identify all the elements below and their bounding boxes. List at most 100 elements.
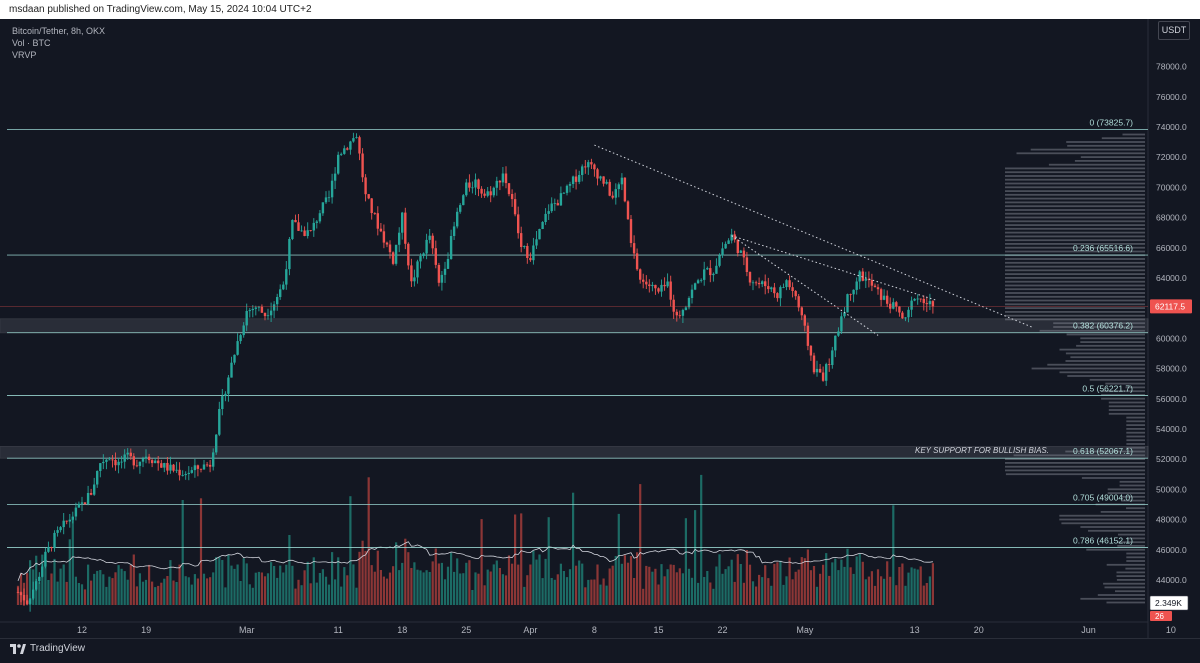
profile-row (1101, 390, 1145, 393)
profile-row (1104, 586, 1145, 589)
candle-body (80, 502, 84, 504)
candle-body (83, 502, 87, 504)
currency-button[interactable]: USDT (1158, 21, 1190, 40)
fib-label: 0.618 (52067.1) (1073, 446, 1133, 456)
fib-label: 0.5 (56221.7) (1082, 384, 1133, 394)
volume-bar (135, 586, 138, 605)
candle-body (468, 182, 471, 188)
tradingview-icon (10, 643, 26, 654)
volume-bar (837, 570, 840, 605)
candle-body (126, 452, 129, 455)
candle-body (806, 325, 810, 346)
candle-body (175, 469, 178, 471)
candle-body (160, 463, 163, 468)
profile-row (1005, 175, 1145, 177)
candle-body (904, 317, 907, 319)
volume-bar (270, 562, 273, 605)
volume-bar (193, 574, 196, 605)
candle-body (236, 341, 239, 355)
candle-body (77, 503, 81, 508)
candle-body (639, 269, 642, 280)
volume-bar (532, 550, 535, 605)
tradingview-logo[interactable]: TradingView (10, 643, 85, 654)
volume-bar (163, 578, 166, 605)
profile-row (1119, 484, 1145, 487)
volume-bar (703, 577, 706, 605)
volume-bar (349, 496, 352, 605)
candle-body (163, 463, 166, 468)
candle-body (150, 460, 154, 464)
profile-row (1059, 371, 1145, 374)
candle-body (190, 470, 193, 473)
volume-bar (636, 552, 639, 605)
candle-body (809, 345, 813, 356)
volume-bar (559, 563, 562, 605)
candle-body (538, 229, 541, 240)
candle-body (754, 282, 758, 284)
volume-bar (315, 582, 318, 605)
candle-body (632, 243, 636, 254)
volume-bar (498, 568, 501, 605)
volume-bar (614, 556, 617, 605)
candle-body (803, 315, 806, 326)
candle-body (492, 187, 495, 196)
candle-body (590, 162, 593, 165)
volume-bar (666, 569, 669, 605)
volume-bar (282, 572, 285, 605)
candle-body (736, 239, 739, 253)
volume-bar (809, 570, 812, 605)
candle-body (614, 189, 617, 198)
candle-body (858, 271, 861, 282)
volume-bar (431, 561, 434, 605)
volume-bar (346, 575, 349, 605)
candle-body (690, 289, 694, 298)
volume-bar (584, 587, 587, 605)
volume-bar (654, 568, 657, 605)
candle-body (498, 180, 502, 183)
candle-body (337, 154, 340, 174)
candle-body (526, 246, 529, 258)
symbol-label[interactable]: Bitcoin/Tether, 8h, OKX (12, 26, 106, 36)
candle-body (715, 265, 718, 274)
candle-body (135, 465, 139, 467)
volume-bar (117, 565, 120, 605)
candle-body (266, 315, 270, 317)
candle-body (93, 484, 96, 495)
candle-body (761, 281, 764, 285)
volume-bar (617, 513, 620, 605)
candle-body (263, 312, 267, 317)
profile-row (1005, 462, 1145, 464)
volume-bar (514, 514, 517, 605)
candle-body (71, 516, 74, 520)
volume-indicator-label[interactable]: Vol · BTC (12, 38, 51, 48)
profile-row (1080, 597, 1145, 600)
candle-body (279, 289, 282, 297)
candle-body (706, 268, 709, 270)
volume-bar (138, 573, 141, 605)
candle-body (703, 269, 706, 280)
volume-bar (419, 570, 422, 605)
candle-body (657, 288, 660, 292)
volume-bar (382, 576, 385, 605)
volume-bar (227, 554, 230, 605)
candle-body (574, 176, 578, 182)
time-tick-label: Mar (239, 625, 255, 635)
volume-bar (730, 559, 733, 605)
volume-bar (321, 569, 324, 605)
price-axis (1148, 19, 1200, 638)
candle-body (358, 137, 361, 154)
candle-body (391, 252, 395, 264)
candle-body (480, 188, 483, 194)
candle-body (724, 243, 727, 249)
candle-body (751, 282, 755, 284)
volume-bar (157, 585, 160, 605)
volume-bar (53, 558, 56, 605)
candle-body (382, 231, 386, 243)
profile-row (1076, 344, 1145, 347)
volume-bar (697, 582, 700, 605)
vrvp-indicator-label[interactable]: VRVP (12, 50, 37, 60)
candle-body (202, 464, 206, 470)
profile-row (1061, 522, 1145, 525)
volume-bar (861, 561, 864, 605)
